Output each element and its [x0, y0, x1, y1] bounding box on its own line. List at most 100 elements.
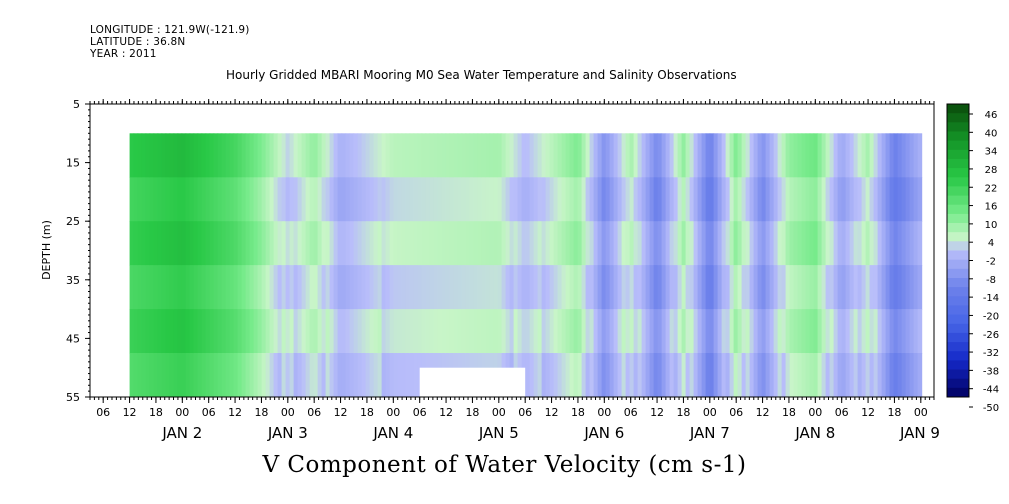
- heatmap-cell: [165, 353, 171, 398]
- heatmap-cell: [825, 309, 831, 354]
- heatmap-cell: [701, 265, 707, 310]
- heatmap-cell: [461, 133, 467, 178]
- heatmap-cell: [417, 309, 423, 354]
- heatmap-cell: [365, 265, 371, 310]
- heatmap-cell: [353, 353, 359, 398]
- heatmap-cell: [157, 221, 163, 266]
- heatmap-cell: [657, 309, 663, 354]
- heatmap-cell: [185, 177, 191, 222]
- heatmap-cell: [809, 133, 815, 178]
- heatmap-cell: [797, 221, 803, 266]
- heatmap-cell: [253, 133, 259, 178]
- heatmap-cell: [749, 221, 755, 266]
- heatmap-cell: [693, 353, 699, 398]
- heatmap-cell: [245, 309, 251, 354]
- heatmap-cell: [497, 221, 503, 266]
- heatmap-cell: [241, 265, 247, 310]
- heatmap-cell: [841, 309, 847, 354]
- heatmap-cell: [565, 309, 571, 354]
- heatmap-cell: [505, 133, 511, 178]
- heatmap-cell: [509, 221, 515, 266]
- x-hour-label: 12: [756, 406, 770, 419]
- heatmap-cell: [909, 133, 915, 178]
- heatmap-cell: [533, 221, 539, 266]
- heatmap-cell: [233, 265, 239, 310]
- heatmap-cell: [797, 265, 803, 310]
- heatmap-cell: [621, 353, 627, 398]
- heatmap-cell: [201, 265, 207, 310]
- colorbar-segment: [947, 177, 969, 187]
- heatmap-cell: [661, 133, 667, 178]
- heatmap-cell: [421, 177, 427, 222]
- heatmap-cell: [889, 265, 895, 310]
- heatmap-cell: [305, 133, 311, 178]
- heatmap-cell: [529, 133, 535, 178]
- heatmap-cell: [521, 221, 527, 266]
- heatmap-cell: [829, 221, 835, 266]
- heatmap-cell: [269, 265, 275, 310]
- heatmap-cell: [269, 177, 275, 222]
- heatmap-cell: [273, 265, 279, 310]
- heatmap-cell: [913, 353, 919, 398]
- heatmap-cell: [769, 353, 775, 398]
- heatmap-cell: [837, 133, 843, 178]
- heatmap-cell: [409, 221, 415, 266]
- heatmap-cell: [841, 265, 847, 310]
- heatmap-cell: [581, 265, 587, 310]
- heatmap-cell: [393, 177, 399, 222]
- heatmap-cell: [349, 177, 355, 222]
- heatmap-cell: [405, 309, 411, 354]
- heatmap-cell: [425, 133, 431, 178]
- heatmap-cell: [313, 265, 319, 310]
- heatmap-cell: [565, 221, 571, 266]
- heatmap-cell: [705, 265, 711, 310]
- heatmap-cell: [381, 221, 387, 266]
- heatmap-cell: [193, 265, 199, 310]
- heatmap-cell: [545, 309, 551, 354]
- heatmap-cell: [597, 177, 603, 222]
- heatmap-cell: [737, 353, 743, 398]
- heatmap-cell: [473, 133, 479, 178]
- heatmap-cell: [597, 309, 603, 354]
- heatmap-cell: [789, 177, 795, 222]
- heatmap-cell: [649, 221, 655, 266]
- colorbar-segment: [947, 250, 969, 261]
- heatmap-cell: [753, 309, 759, 354]
- heatmap-cell: [233, 133, 239, 178]
- heatmap-cell: [805, 133, 811, 178]
- heatmap-cell: [753, 133, 759, 178]
- heatmap-cell: [277, 353, 283, 398]
- y-tick-label: 35: [66, 274, 80, 287]
- heatmap-cell: [289, 221, 295, 266]
- heatmap-cell: [145, 221, 151, 266]
- heatmap-cell: [885, 177, 891, 222]
- heatmap-cell: [761, 309, 767, 354]
- heatmap-cell: [817, 221, 823, 266]
- heatmap-cell: [709, 177, 715, 222]
- heatmap-cell: [337, 133, 343, 178]
- heatmap-cell: [305, 265, 311, 310]
- heatmap-cell: [293, 353, 299, 398]
- heatmap-cell: [729, 309, 735, 354]
- heatmap-cell: [585, 221, 591, 266]
- heatmap-cell: [785, 353, 791, 398]
- heatmap-cell: [381, 353, 387, 398]
- heatmap-cell: [277, 309, 283, 354]
- heatmap-cell: [905, 221, 911, 266]
- heatmap-cell: [413, 177, 419, 222]
- heatmap-cell: [885, 309, 891, 354]
- heatmap-cell: [557, 133, 563, 178]
- heatmap-cell: [377, 221, 383, 266]
- heatmap-cell: [241, 177, 247, 222]
- heatmap-cell: [357, 309, 363, 354]
- heatmap-cell: [489, 133, 495, 178]
- heatmap-cell: [621, 177, 627, 222]
- heatmap-cell: [657, 265, 663, 310]
- heatmap-cell: [217, 221, 223, 266]
- heatmap-cell: [841, 221, 847, 266]
- heatmap-cell: [349, 133, 355, 178]
- heatmap-cell: [417, 133, 423, 178]
- heatmap-cell: [577, 309, 583, 354]
- heatmap-cell: [517, 221, 523, 266]
- heatmap-cell: [385, 177, 391, 222]
